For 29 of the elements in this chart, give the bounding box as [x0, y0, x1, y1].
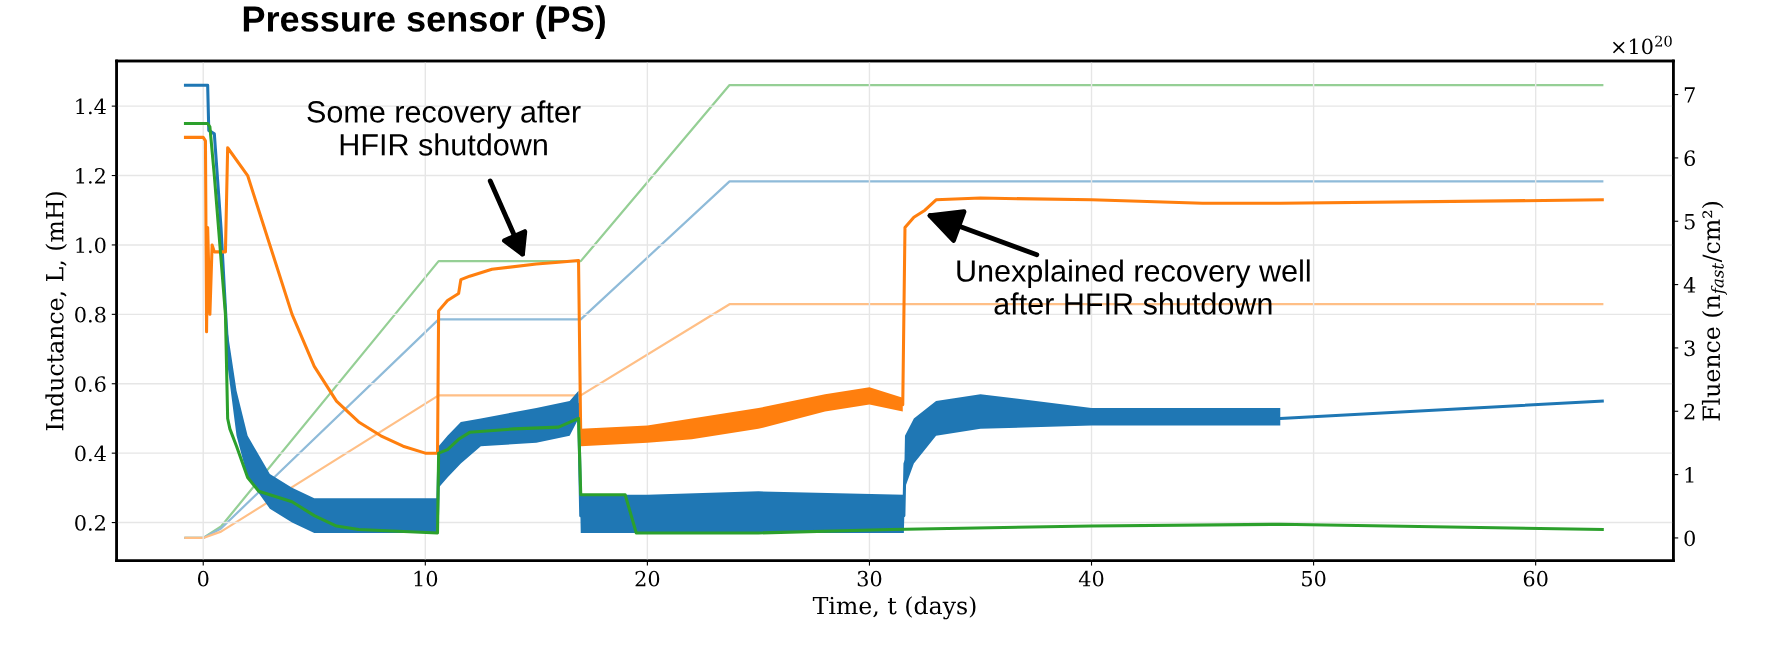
- y-tick-label: 1.0: [76, 237, 106, 254]
- y2-axis-title: Fluence (n$_{fast}$/cm²): [1701, 201, 1727, 421]
- y-tick-label: 0.8: [75, 306, 106, 323]
- x-tick-label: 0: [197, 570, 209, 587]
- y2-tick-label: 6: [1684, 150, 1696, 167]
- y-tick-label: 1.2: [76, 167, 105, 184]
- annotation: Some recovery after HFIR shutdown: [307, 100, 581, 156]
- chart-title: Pressure sensor (PS): [243, 5, 605, 39]
- text: ×10$^{20}$: [1612, 35, 1672, 55]
- y-tick-label: 1.4: [76, 98, 106, 115]
- y2-tick-label: 1: [1685, 467, 1694, 483]
- x-tick-label: 50: [1302, 570, 1326, 587]
- x-tick-label: 40: [1078, 570, 1104, 587]
- annotation: Unexplained recovery well after HFIR shutdown: [957, 259, 1310, 315]
- y2-tick-label: 2: [1684, 403, 1695, 420]
- y2-tick-label: 0: [1684, 530, 1695, 547]
- x-tick-label: 20: [635, 570, 660, 587]
- x-tick-label: 10: [414, 570, 438, 587]
- y-tick-label: 0.2: [75, 515, 105, 531]
- x-tick-label: 30: [857, 570, 882, 587]
- x-tick-label: 60: [1523, 570, 1548, 587]
- y2-tick-label: 5: [1684, 213, 1695, 230]
- y-tick-label: 0.6: [75, 376, 106, 392]
- y2-tick-label: 4: [1683, 277, 1696, 293]
- x-axis-title: Time, t (days): [812, 596, 976, 620]
- y2-tick-label: 3: [1684, 340, 1695, 357]
- y-axis-title: Inductance, L, (mH): [45, 192, 67, 431]
- y-tick-label: 0.4: [75, 445, 106, 462]
- y2-tick-label: 7: [1684, 87, 1695, 103]
